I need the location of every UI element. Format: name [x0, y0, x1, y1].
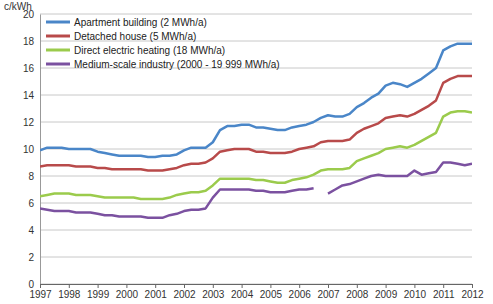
y-axis: 02468101214161820	[23, 9, 41, 290]
x-tick-label: 2002	[173, 289, 196, 300]
x-tick: 2011	[433, 284, 455, 300]
y-tick-label: 4	[28, 225, 34, 236]
x-tick-mark	[443, 284, 444, 288]
x-tick-label: 2007	[317, 289, 340, 300]
grid-line	[40, 257, 472, 258]
x-tick-mark	[155, 284, 156, 288]
grid-line	[40, 230, 472, 231]
legend-item: Detached house (5 MWh/a)	[46, 31, 196, 42]
x-tick-mark	[414, 284, 415, 288]
y-tick-label: 18	[23, 36, 35, 47]
x-tick-label: 1998	[58, 289, 81, 300]
y-tick: 10	[23, 144, 40, 155]
legend-label: Direct electric heating (18 MWh/a)	[74, 45, 225, 56]
y-tick: 4	[28, 225, 40, 236]
x-tick-label: 2010	[404, 289, 427, 300]
legend-label: Medium-scale industry (2000 - 19 999 MWh…	[74, 59, 280, 70]
x-tick-label: 2006	[289, 289, 312, 300]
x-tick: 2008	[346, 284, 369, 300]
x-tick: 2002	[173, 284, 196, 300]
x-tick-mark	[299, 284, 300, 288]
x-tick: 2009	[375, 284, 398, 300]
x-tick-mark	[184, 284, 185, 288]
plot: 0246810121416182019971998199920002001200…	[23, 9, 484, 300]
legend-item: Apartment building (2 MWh/a)	[46, 17, 207, 28]
series-line	[40, 163, 472, 218]
x-tick-mark	[126, 284, 127, 288]
lines	[40, 44, 472, 218]
legend-label: Detached house (5 MWh/a)	[74, 31, 196, 42]
x-tick: 2006	[289, 284, 312, 300]
y-tick-label: 6	[28, 198, 34, 209]
y-tick-label: 2	[28, 252, 34, 263]
grid-line	[40, 122, 472, 123]
x-tick-label: 2000	[116, 289, 139, 300]
x-tick-label: 1997	[29, 289, 52, 300]
x-tick: 2000	[116, 284, 139, 300]
x-tick-label: 1999	[87, 289, 110, 300]
y-tick-label: 0	[28, 279, 34, 290]
legend-swatch	[46, 35, 70, 38]
x-tick: 2007	[317, 284, 340, 300]
series-line	[40, 76, 472, 171]
x-tick: 1999	[87, 284, 110, 300]
x-tick-label: 2012	[461, 289, 484, 300]
x-tick: 2004	[231, 284, 254, 300]
legend-item: Direct electric heating (18 MWh/a)	[46, 45, 225, 56]
x-tick-mark	[213, 284, 214, 288]
x-tick: 1998	[58, 284, 81, 300]
y-tick: 8	[28, 171, 40, 182]
grid-line	[40, 14, 472, 15]
grid	[40, 14, 472, 284]
x-tick-mark	[242, 284, 243, 288]
x-tick-label: 2008	[346, 289, 369, 300]
y-tick: 0	[28, 279, 40, 290]
y-tick: 14	[23, 90, 40, 101]
y-tick-label: 12	[23, 117, 35, 128]
series-line	[40, 111, 472, 199]
legend-swatch	[46, 49, 70, 52]
y-tick-label: 16	[23, 63, 35, 74]
legend: Apartment building (2 MWh/a) Detached hou…	[46, 17, 280, 70]
x-tick-mark	[98, 284, 99, 288]
y-tick: 12	[23, 117, 40, 128]
x-tick-mark	[40, 284, 41, 288]
x-tick-label: 2004	[231, 289, 254, 300]
x-tick-mark	[386, 284, 387, 288]
x-tick-label: 2005	[260, 289, 283, 300]
y-tick: 16	[23, 63, 40, 74]
y-tick-label: 10	[23, 144, 35, 155]
legend-swatch	[46, 63, 70, 66]
x-tick-label: 2011	[433, 289, 455, 300]
legend-swatch	[46, 21, 70, 24]
x-tick: 2010	[404, 284, 427, 300]
y-tick-label: 8	[28, 171, 34, 182]
x-tick-label: 2001	[145, 289, 168, 300]
legend-label: Apartment building (2 MWh/a)	[74, 17, 207, 28]
y-axis-title: c/kWh	[4, 1, 32, 12]
x-tick-label: 2009	[375, 289, 398, 300]
x-tick-mark	[328, 284, 329, 288]
x-tick-mark	[69, 284, 70, 288]
series-line	[40, 44, 472, 157]
grid-line	[40, 203, 472, 204]
x-tick: 2003	[202, 284, 225, 300]
grid-line	[40, 95, 472, 96]
x-axis: 1997 1998 1999 2000 2001 2002 2003 2004 2005 2006…	[29, 284, 484, 300]
y-tick: 2	[28, 252, 40, 263]
x-tick-mark	[472, 284, 473, 288]
x-tick-label: 2003	[202, 289, 225, 300]
x-tick: 2001	[145, 284, 168, 300]
y-tick: 6	[28, 198, 40, 209]
x-tick: 1997	[29, 284, 52, 300]
y-tick-label: 14	[23, 90, 35, 101]
chart: 0246810121416182019971998199920002001200…	[0, 0, 493, 304]
x-tick-mark	[270, 284, 271, 288]
x-axis-line	[41, 285, 473, 289]
x-tick-mark	[357, 284, 358, 288]
x-tick: 2012	[461, 284, 484, 300]
x-tick: 2005	[260, 284, 283, 300]
legend-item: Medium-scale industry (2000 - 19 999 MWh…	[46, 59, 280, 70]
y-tick: 18	[23, 36, 40, 47]
